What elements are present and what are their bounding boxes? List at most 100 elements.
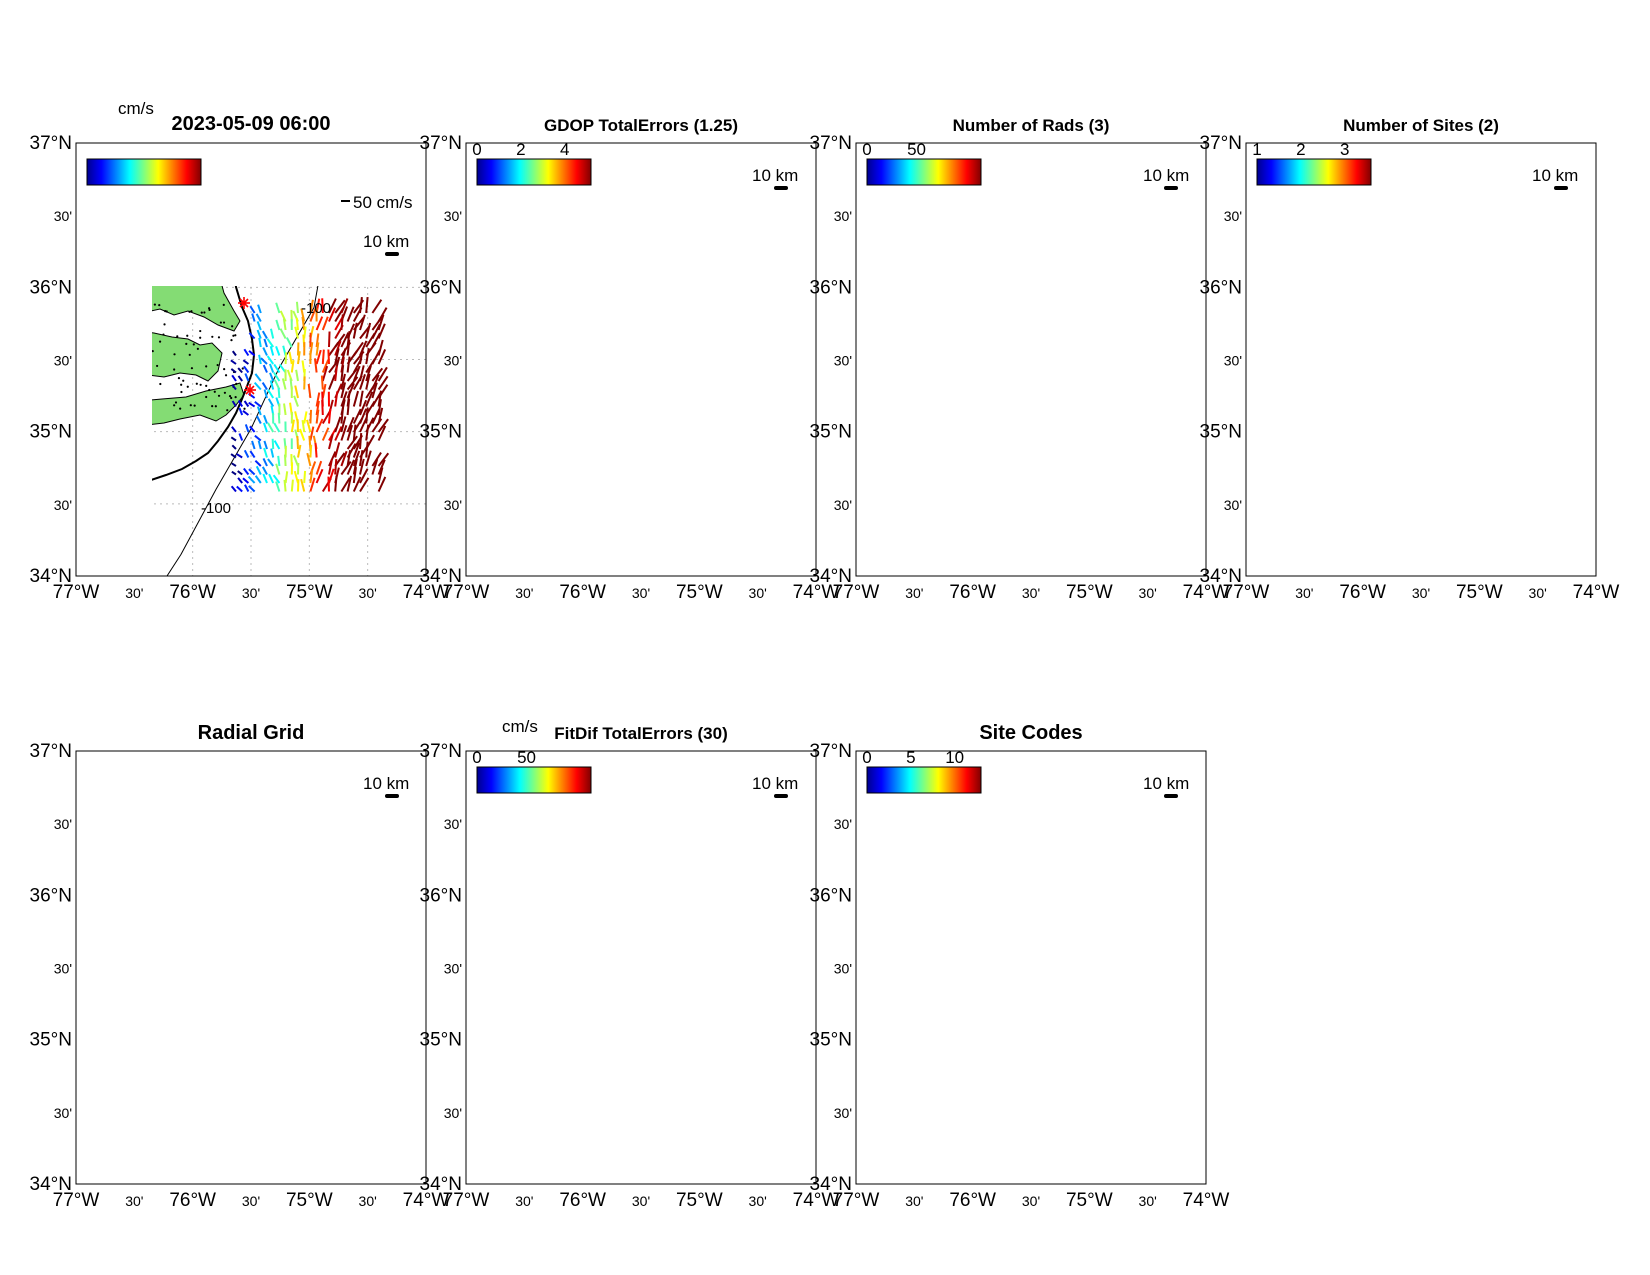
map-area-gdop[interactable]: [463, 143, 816, 576]
nrads-cell: [1023, 143, 1032, 152]
coast-dot: [914, 956, 916, 958]
nrads-cell: [1050, 557, 1059, 566]
nrads-cell: [909, 477, 918, 486]
gdop-cell: [635, 472, 644, 481]
coast-dot: [575, 951, 577, 953]
map-area-nrads[interactable]: [853, 143, 1208, 583]
coast-dot: [1388, 336, 1390, 338]
coast-dot: [479, 984, 481, 986]
fitdif-cell: [680, 1113, 689, 1122]
radial-grid-point: [168, 1087, 171, 1090]
radial-grid-point: [115, 1178, 118, 1181]
coast-dot: [1303, 356, 1305, 358]
longitude-tick-label: 75°W: [1066, 582, 1113, 603]
nrads-cell: [1155, 398, 1164, 407]
map-area-nsites[interactable]: [1243, 143, 1596, 576]
current-vector-arrow: [301, 316, 306, 331]
site-marker-icon: [238, 297, 250, 309]
gdop-cell: [686, 497, 695, 506]
coast-dot: [1262, 336, 1264, 338]
nrads-cell: [1173, 425, 1182, 434]
coast-dot: [549, 949, 551, 951]
map-area-sitecodes[interactable]: [853, 751, 1206, 1184]
current-vector-arrow: [315, 409, 320, 424]
gdop-cell: [703, 377, 712, 386]
gdop-cell: [772, 480, 781, 489]
radial-grid-point: [301, 854, 304, 857]
nrads-cell: [1076, 530, 1085, 539]
gdop-cell: [712, 497, 721, 506]
map-area-fitdif[interactable]: [463, 751, 816, 1184]
nrads-cell: [1094, 460, 1103, 469]
coast-dot: [939, 341, 941, 343]
radial-grid-point: [418, 1015, 421, 1018]
nrads-cell: [1146, 319, 1155, 328]
coast-dot: [115, 911, 117, 913]
nrads-cell: [1050, 213, 1059, 222]
radial-grid-point: [140, 1091, 143, 1094]
nrads-cell: [1182, 213, 1191, 222]
coast-dot: [1003, 976, 1005, 978]
nrads-cell: [1102, 548, 1111, 557]
nrads-cell: [1129, 196, 1138, 205]
gdop-cell: [686, 515, 695, 524]
coast-dot: [214, 405, 217, 408]
radial-grid-point: [348, 958, 351, 961]
radial-grid-point: [348, 1073, 351, 1076]
radial-grid-point: [92, 1122, 95, 1125]
coast-dot: [158, 912, 160, 914]
coast-dot: [88, 931, 90, 933]
nrads-cell: [997, 539, 1006, 548]
fitdif-cell: [752, 1050, 761, 1059]
coast-dot: [142, 330, 144, 332]
gdop-cell: [652, 463, 661, 472]
coast-dot: [864, 326, 866, 328]
gdop-cell: [703, 480, 712, 489]
radial-grid-point: [339, 1172, 342, 1175]
nrads-cell: [1182, 530, 1191, 539]
radial-grid-point: [337, 873, 340, 876]
fitdif-cell: [716, 1023, 725, 1032]
gdop-cell: [660, 360, 669, 369]
nrads-cell: [1094, 187, 1103, 196]
current-vector-arrow: [365, 450, 372, 467]
fitdif-cell: [644, 924, 653, 933]
nrads-cell: [1094, 539, 1103, 548]
nrads-cell: [1182, 504, 1191, 513]
nrads-cell: [926, 530, 935, 539]
nrads-cell: [970, 504, 979, 513]
radial-grid-point: [250, 885, 253, 888]
current-vector-arrow: [295, 369, 299, 382]
current-vector-arrow: [306, 419, 312, 433]
fitdif-cell: [671, 1005, 680, 1014]
fitdif-cell: [671, 1086, 680, 1095]
radial-grid-point: [90, 1177, 93, 1180]
nrads-cell: [1050, 381, 1059, 390]
map-area-radialgrid[interactable]: [73, 750, 427, 1185]
map-area-currents[interactable]: -100-100: [73, 143, 426, 577]
nrads-cell: [1182, 521, 1191, 530]
coast-dot: [1274, 398, 1276, 400]
nrads-cell: [1085, 477, 1094, 486]
coast-dot: [967, 386, 969, 388]
current-vector-arrow: [315, 468, 324, 484]
nrads-cell: [1076, 249, 1085, 258]
coast-dot: [205, 1004, 207, 1006]
longitude-tick-label: 74°W: [1573, 582, 1620, 603]
latitude-tick-label: 30': [444, 353, 462, 369]
coast-dot: [887, 360, 889, 362]
coast-dot: [885, 998, 887, 1000]
coast-dot: [79, 312, 81, 314]
nrads-cell: [1032, 530, 1041, 539]
radial-grid-point: [361, 813, 364, 816]
fitdif-cell: [671, 1104, 680, 1113]
latitude-tick-label: 36°N: [30, 885, 72, 906]
radial-grid-point: [349, 1111, 352, 1114]
longitude-tick-label: 30': [749, 585, 767, 601]
coast-dot: [565, 1009, 567, 1011]
coast-dot: [1263, 315, 1265, 317]
nrads-cell: [1050, 442, 1059, 451]
radial-grid-point: [292, 909, 295, 912]
nrads-cell: [1058, 495, 1067, 504]
nrads-cell: [1120, 196, 1129, 205]
